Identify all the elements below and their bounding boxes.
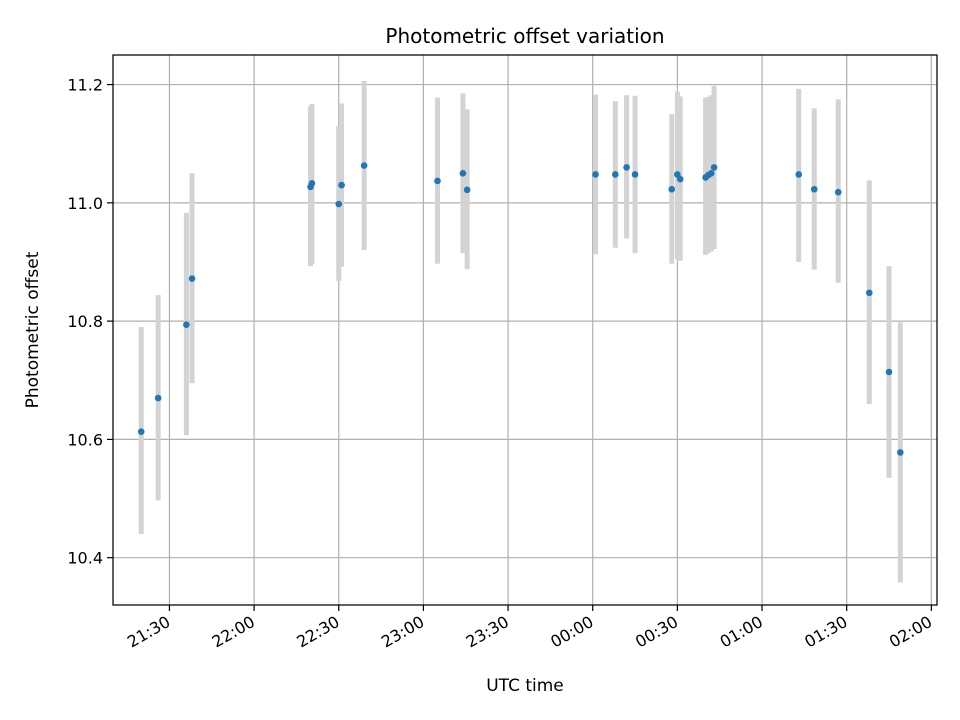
data-point	[434, 177, 441, 185]
data-point	[137, 428, 145, 436]
y-tick-label: 11.0	[67, 194, 103, 213]
data-point	[154, 394, 162, 402]
data-point	[360, 162, 368, 169]
plot-frame	[112, 54, 938, 606]
data-point	[865, 289, 873, 297]
y-tick-label: 11.2	[67, 76, 103, 95]
data-points	[137, 162, 904, 456]
data-point	[810, 185, 818, 193]
data-point	[710, 164, 718, 171]
y-axis-ticks: 10.4 10.6 10.8 11.0 11.2	[67, 76, 113, 568]
data-point	[676, 175, 684, 183]
data-point	[707, 169, 715, 177]
data-point	[183, 321, 190, 328]
data-point	[623, 164, 630, 171]
data-point	[188, 275, 196, 282]
data-point	[668, 185, 676, 193]
data-point	[612, 171, 619, 178]
y-tick-label: 10.4	[67, 549, 103, 568]
chart-title: Photometric offset variation	[385, 24, 664, 48]
y-tick-label: 10.8	[67, 312, 103, 331]
data-point	[335, 200, 343, 208]
data-point	[631, 171, 639, 178]
data-point	[885, 368, 893, 376]
data-point	[795, 171, 803, 178]
data-point	[338, 181, 345, 189]
x-axis-label: UTC time	[486, 676, 564, 696]
y-axis-label: Photometric offset	[23, 251, 43, 408]
data-point	[834, 188, 842, 196]
data-point	[463, 186, 471, 194]
y-tick-label: 10.6	[67, 430, 103, 449]
data-point	[897, 449, 904, 456]
data-point	[308, 180, 316, 187]
data-point	[459, 169, 467, 177]
data-point	[592, 171, 599, 178]
